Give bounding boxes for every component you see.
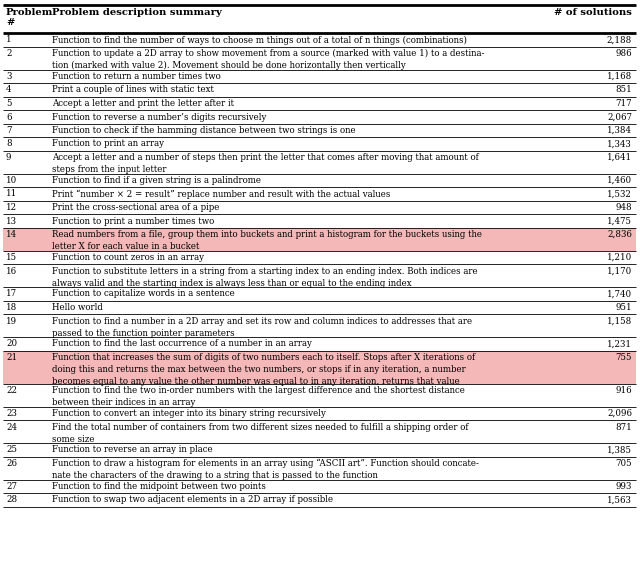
Text: 15: 15 — [6, 253, 17, 262]
Text: #: # — [6, 18, 14, 27]
Text: 27: 27 — [6, 482, 17, 491]
Text: Print a couple of lines with static text: Print a couple of lines with static text — [52, 86, 214, 94]
Text: 717: 717 — [616, 99, 632, 108]
Text: 1,563: 1,563 — [607, 496, 632, 504]
Text: 11: 11 — [6, 189, 17, 198]
Text: 851: 851 — [615, 86, 632, 94]
Text: 16: 16 — [6, 266, 17, 276]
Text: 916: 916 — [616, 386, 632, 395]
Text: 1,385: 1,385 — [607, 445, 632, 455]
Text: Print the cross-sectional area of a pipe: Print the cross-sectional area of a pipe — [52, 203, 220, 212]
Text: Problem: Problem — [6, 8, 53, 17]
Text: Accept a letter and print the letter after it: Accept a letter and print the letter aft… — [52, 99, 234, 108]
Text: Read numbers from a file, group them into buckets and print a histogram for the : Read numbers from a file, group them int… — [52, 230, 482, 251]
Text: Function to reverse a number’s digits recursively: Function to reverse a number’s digits re… — [52, 113, 266, 121]
Text: 1,231: 1,231 — [607, 339, 632, 349]
Text: 2,188: 2,188 — [607, 36, 632, 44]
Text: 1,740: 1,740 — [607, 290, 632, 298]
Text: 10: 10 — [6, 176, 17, 185]
Text: 871: 871 — [615, 423, 632, 431]
Text: Function to find the two in-order numbers with the largest difference and the sh: Function to find the two in-order number… — [52, 386, 465, 407]
Text: 9: 9 — [6, 153, 12, 162]
Text: 4: 4 — [6, 86, 12, 94]
Text: Function to find if a given string is a palindrome: Function to find if a given string is a … — [52, 176, 261, 185]
Text: 25: 25 — [6, 445, 17, 455]
Text: 1,384: 1,384 — [607, 126, 632, 135]
Text: Function to substitute letters in a string from a starting index to an ending in: Function to substitute letters in a stri… — [52, 266, 477, 287]
Text: 3: 3 — [6, 72, 12, 81]
Text: Function to print an array: Function to print an array — [52, 139, 164, 149]
Text: 1,343: 1,343 — [607, 139, 632, 149]
Text: 21: 21 — [6, 353, 17, 362]
Text: 1: 1 — [6, 36, 12, 44]
Text: Function to capitalize words in a sentence: Function to capitalize words in a senten… — [52, 290, 235, 298]
Text: 17: 17 — [6, 290, 17, 298]
Text: 1,158: 1,158 — [607, 317, 632, 325]
Text: 7: 7 — [6, 126, 12, 135]
Text: 993: 993 — [616, 482, 632, 491]
Text: 20: 20 — [6, 339, 17, 349]
Bar — [3, 350, 636, 384]
Text: 23: 23 — [6, 409, 17, 418]
Text: 24: 24 — [6, 423, 17, 431]
Text: 22: 22 — [6, 386, 17, 395]
Text: 1,210: 1,210 — [607, 253, 632, 262]
Text: 14: 14 — [6, 230, 17, 239]
Text: 1,475: 1,475 — [607, 216, 632, 226]
Text: Function to count zeros in an array: Function to count zeros in an array — [52, 253, 204, 262]
Text: 2,836: 2,836 — [607, 230, 632, 239]
Text: 8: 8 — [6, 139, 12, 149]
Text: Function to check if the hamming distance between two strings is one: Function to check if the hamming distanc… — [52, 126, 356, 135]
Text: 986: 986 — [616, 49, 632, 58]
Text: 18: 18 — [6, 303, 17, 312]
Text: Find the total number of containers from two different sizes needed to fulfill a: Find the total number of containers from… — [52, 423, 468, 444]
Text: 2: 2 — [6, 49, 12, 58]
Text: 28: 28 — [6, 496, 17, 504]
Text: 2,096: 2,096 — [607, 409, 632, 418]
Text: Function to print a number times two: Function to print a number times two — [52, 216, 214, 226]
Text: Function to reverse an array in place: Function to reverse an array in place — [52, 445, 212, 455]
Text: 951: 951 — [616, 303, 632, 312]
Text: Hello world: Hello world — [52, 303, 103, 312]
Text: Function to draw a histogram for elements in an array using “ASCII art”. Functio: Function to draw a histogram for element… — [52, 459, 479, 480]
Text: Print “number × 2 = result” replace number and result with the actual values: Print “number × 2 = result” replace numb… — [52, 189, 390, 199]
Text: Function to find the number of ways to choose m things out of a total of n thing: Function to find the number of ways to c… — [52, 36, 467, 45]
Text: Function to convert an integer into its binary string recursively: Function to convert an integer into its … — [52, 409, 326, 418]
Text: Problem description summary: Problem description summary — [52, 8, 221, 17]
Text: 2,067: 2,067 — [607, 113, 632, 121]
Text: Accept a letter and a number of steps then print the letter that comes after mov: Accept a letter and a number of steps th… — [52, 153, 479, 174]
Text: 12: 12 — [6, 203, 17, 212]
Text: Function to return a number times two: Function to return a number times two — [52, 72, 221, 81]
Text: 26: 26 — [6, 459, 17, 468]
Text: Function that increases the sum of digits of two numbers each to itself. Stops a: Function that increases the sum of digit… — [52, 353, 475, 387]
Text: 948: 948 — [616, 203, 632, 212]
Text: 1,641: 1,641 — [607, 153, 632, 162]
Text: Function to find the midpoint between two points: Function to find the midpoint between tw… — [52, 482, 266, 491]
Text: 1,532: 1,532 — [607, 189, 632, 198]
Text: 13: 13 — [6, 216, 17, 226]
Bar — [3, 227, 636, 251]
Text: Function to swap two adjacent elements in a 2D array if possible: Function to swap two adjacent elements i… — [52, 496, 333, 504]
Text: 19: 19 — [6, 317, 17, 325]
Text: 1,168: 1,168 — [607, 72, 632, 81]
Text: 5: 5 — [6, 99, 12, 108]
Text: 1,170: 1,170 — [607, 266, 632, 276]
Text: 1,460: 1,460 — [607, 176, 632, 185]
Text: 6: 6 — [6, 113, 12, 121]
Text: 705: 705 — [616, 459, 632, 468]
Text: Function to find the last occurrence of a number in an array: Function to find the last occurrence of … — [52, 339, 312, 349]
Text: # of solutions: # of solutions — [554, 8, 632, 17]
Text: 755: 755 — [616, 353, 632, 362]
Text: Function to find a number in a 2D array and set its row and column indices to ad: Function to find a number in a 2D array … — [52, 317, 472, 338]
Text: Function to update a 2D array to show movement from a source (marked with value : Function to update a 2D array to show mo… — [52, 49, 484, 71]
